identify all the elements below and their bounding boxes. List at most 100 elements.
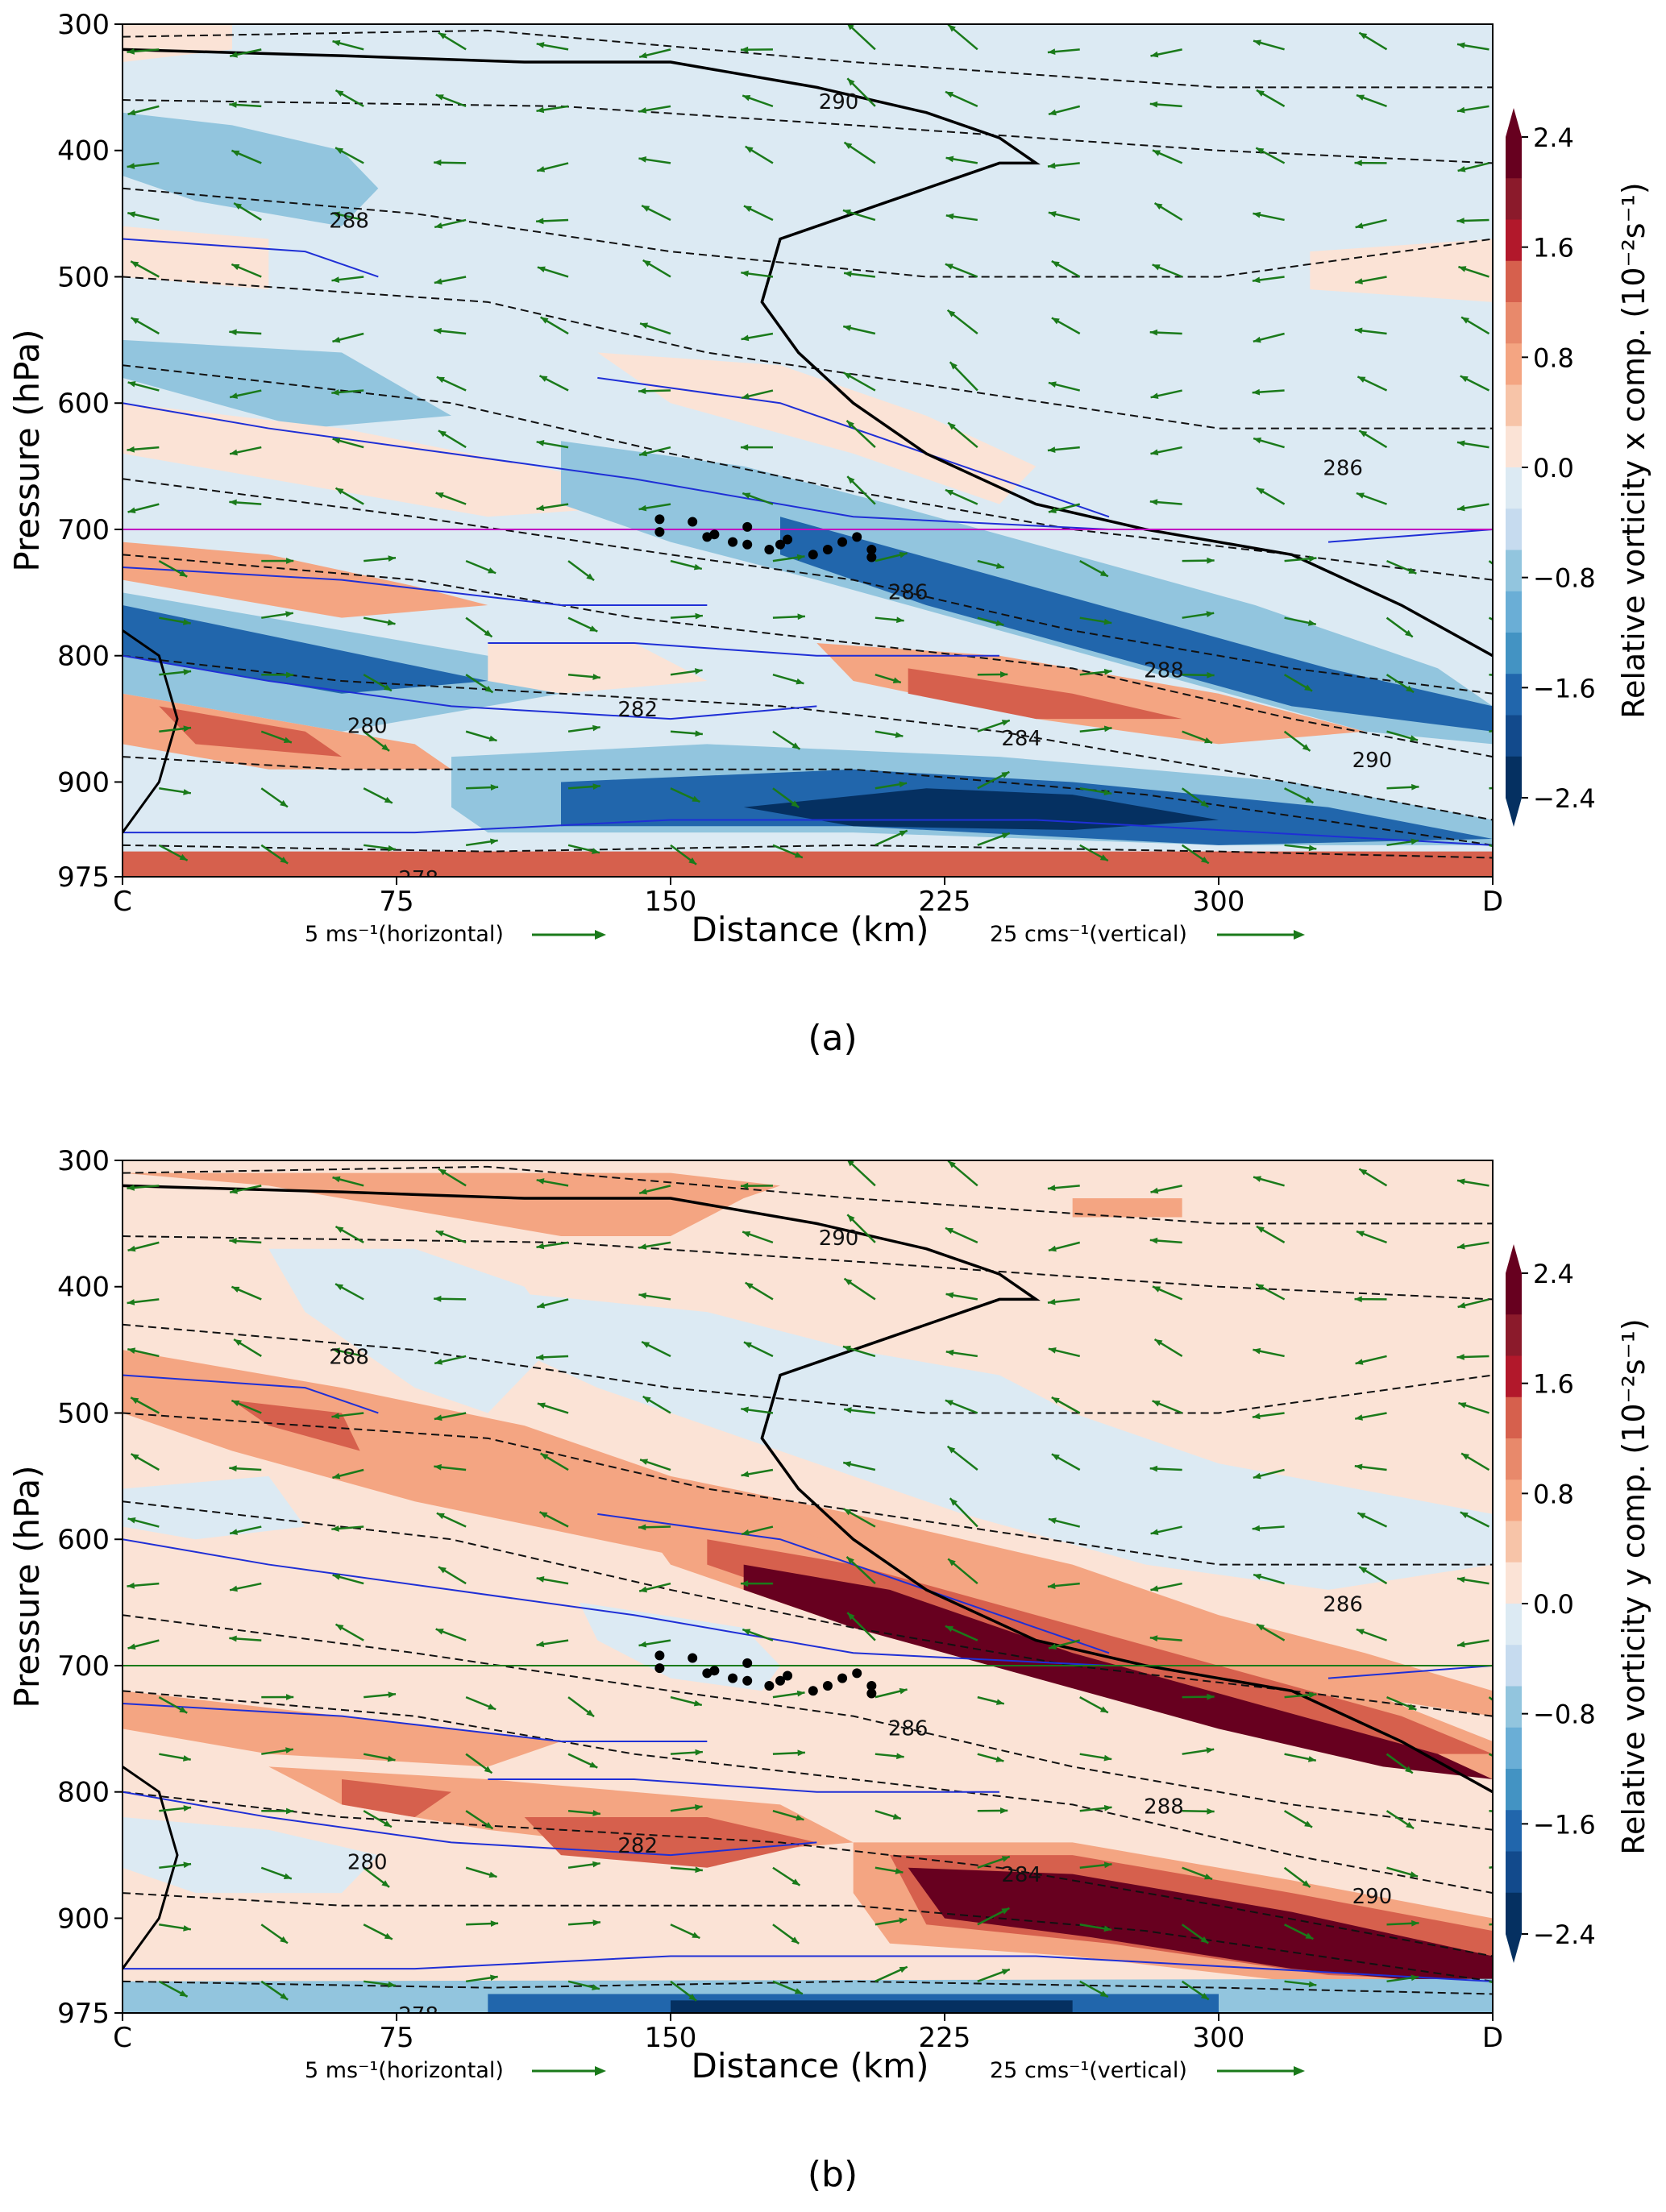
colorbar-band [1506,384,1522,427]
wind-arrowhead [640,1459,649,1465]
wind-arrowhead [995,1756,1004,1762]
wind-arrowhead [1458,1402,1467,1409]
colorbar-band [1506,178,1522,220]
wind-arrowhead [1152,264,1161,271]
wind-arrowhead [438,1567,447,1574]
wind-arrowhead [1154,1339,1163,1347]
wind-arrowhead [435,1231,444,1237]
wind-arrowhead [1001,1969,1010,1975]
wind-arrowhead [638,107,647,114]
wind-arrowhead [335,1226,344,1233]
wind-arrowhead [948,24,956,32]
wind-arrowhead [844,1407,852,1413]
wind-arrowhead [335,90,344,97]
colorbar-band [1506,1686,1522,1729]
wind-arrowhead [695,612,703,620]
legend-vertical-label: 25 cms⁻¹(vertical) [990,922,1187,947]
wind-arrowhead [1200,856,1209,864]
wind-arrowhead [286,1694,294,1700]
wind-arrowhead [846,420,854,429]
vorticity-fill-2 [268,1248,561,1413]
wind-arrowhead [1305,1932,1314,1940]
colorbar-band [1506,343,1522,385]
wind-arrowhead [741,270,749,277]
plot-area: 290 288 286 286 288 290 280 282 284 278 [123,24,1493,877]
contour-label: 286 [888,580,929,604]
trajectory-point [654,514,665,525]
theta-contour-0 [123,1165,1493,1225]
wind-arrowhead [844,1278,853,1286]
wind-arrowhead [791,1936,800,1944]
wind-arrowhead [127,1347,136,1355]
wind-arrowhead [1204,1874,1213,1880]
wind-arrowhead [536,1243,545,1250]
plot-frame [122,23,1494,878]
trajectory-point [822,1681,833,1691]
wind-arrowhead [490,838,498,845]
wind-arrowhead [1512,1985,1520,1991]
wind-arrowhead [1103,1804,1112,1812]
wind-arrowhead [1359,430,1368,438]
zero-contour-4 [488,642,999,657]
trajectory-point [808,550,818,560]
colorbar-tick-label: −0.8 [1533,1699,1596,1730]
wind-arrowhead [286,1807,294,1815]
colorbar-band [1506,1810,1522,1852]
wind-arrowhead [1253,1176,1261,1182]
wind-arrowhead [695,1866,703,1874]
legend-horizontal-label: 5 ms⁻¹(horizontal) [305,922,504,947]
colorbar-tick-label: 2.4 [1533,1259,1574,1289]
wind-arrowhead [743,205,752,213]
wind-arrowhead [797,613,805,620]
surface-contour [123,629,179,834]
wind-arrowhead [843,372,852,380]
trajectory-point [866,552,877,562]
vorticity-fill-20 [123,851,1493,877]
wind-arrowhead [1252,1525,1261,1532]
colorbar-label: Relative vorticity x comp. (10⁻²s⁻¹) [1616,182,1651,718]
wind-arrowhead [332,336,341,343]
wind-arrowhead [488,1704,496,1710]
wind-arrowhead [388,1691,397,1699]
trajectory-point [702,1668,713,1679]
wind-arrowhead [540,317,549,324]
wind-arrowhead [536,440,545,446]
wind-arrowhead [1356,1629,1365,1635]
contour-label: 282 [617,1834,658,1858]
tropopause-contour [123,48,1493,658]
zero-contour-2 [123,566,708,607]
wind-arrowhead [435,492,444,499]
y-tick-label: 900 [57,766,110,799]
wind-arrowhead [1256,147,1265,155]
vorticity-fill-9 [123,542,488,618]
wind-arrowhead [1099,1706,1108,1713]
wind-arrowhead [1456,106,1465,114]
contour-label: 286 [1323,1593,1363,1617]
wind-arrowhead [1355,278,1363,284]
vorticity-fill-0 [123,24,232,63]
wind-arrowhead [843,1509,852,1516]
wind-arrowhead [280,799,288,807]
wind-arrowhead [1308,555,1317,562]
wind-arrowhead [286,558,294,564]
vorticity-fill-8 [707,1539,1493,1754]
wind-arrowhead [1200,1936,1209,1944]
contour-label: 288 [1144,1795,1184,1820]
vorticity-fill-5 [123,403,671,517]
colorbar-band [1506,1562,1522,1604]
panel-caption: (b) [808,2154,858,2195]
wind-arrowhead [794,1988,803,1994]
wind-arrowhead [742,94,751,102]
y-axis-label: Pressure (hPa) [7,1465,47,1708]
wind-arrowhead [1150,449,1159,456]
plot-area: 290 288 286 286 288 290 280 282 284 278 [123,1160,1520,2013]
wind-arrowhead [639,1188,648,1195]
vorticity-fill-9 [743,1564,1493,1780]
wind-arrowhead [694,668,703,674]
wind-arrowhead [490,784,499,791]
contour-label: 288 [329,210,369,234]
vorticity-fill-14 [488,643,708,694]
wind-arrowhead [434,1295,442,1302]
wind-arrowhead [536,106,545,114]
wind-arrowhead [592,783,600,790]
